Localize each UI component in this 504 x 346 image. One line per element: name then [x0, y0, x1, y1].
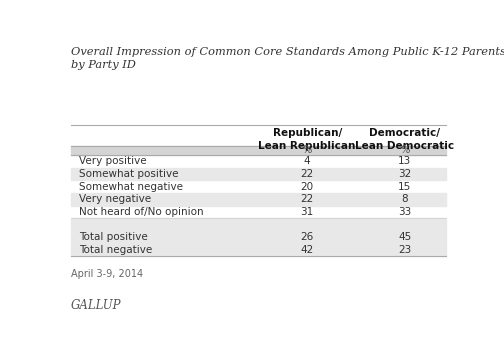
Text: 45: 45 — [398, 232, 411, 242]
Text: Very positive: Very positive — [79, 156, 146, 166]
Text: 33: 33 — [398, 207, 411, 217]
Bar — [71, 243, 446, 256]
Text: %: % — [302, 145, 312, 155]
Text: Total negative: Total negative — [79, 245, 152, 255]
Text: Democratic/
Lean Democratic: Democratic/ Lean Democratic — [355, 128, 454, 151]
Bar — [71, 168, 446, 180]
Text: Somewhat positive: Somewhat positive — [79, 169, 178, 179]
Bar — [71, 193, 446, 206]
Text: Not heard of/No opinion: Not heard of/No opinion — [79, 207, 203, 217]
Text: 31: 31 — [300, 207, 314, 217]
Text: Very negative: Very negative — [79, 194, 151, 204]
Text: 26: 26 — [300, 232, 314, 242]
Text: Overall Impression of Common Core Standards Among Public K-12 Parents --
by Part: Overall Impression of Common Core Standa… — [71, 47, 504, 70]
Text: 13: 13 — [398, 156, 411, 166]
Text: Somewhat negative: Somewhat negative — [79, 182, 182, 192]
Bar — [71, 231, 446, 243]
Bar — [71, 218, 446, 231]
Text: 20: 20 — [300, 182, 313, 192]
Text: 23: 23 — [398, 245, 411, 255]
Bar — [71, 146, 446, 155]
Text: 22: 22 — [300, 169, 314, 179]
Text: April 3-9, 2014: April 3-9, 2014 — [71, 269, 143, 279]
Text: GALLUP: GALLUP — [71, 299, 121, 312]
Text: %: % — [400, 145, 410, 155]
Text: 22: 22 — [300, 194, 314, 204]
Text: 32: 32 — [398, 169, 411, 179]
Text: 15: 15 — [398, 182, 411, 192]
Text: Total positive: Total positive — [79, 232, 147, 242]
Text: 42: 42 — [300, 245, 314, 255]
Text: Republican/
Lean Republican: Republican/ Lean Republican — [259, 128, 356, 151]
Text: 4: 4 — [304, 156, 310, 166]
Text: 8: 8 — [402, 194, 408, 204]
